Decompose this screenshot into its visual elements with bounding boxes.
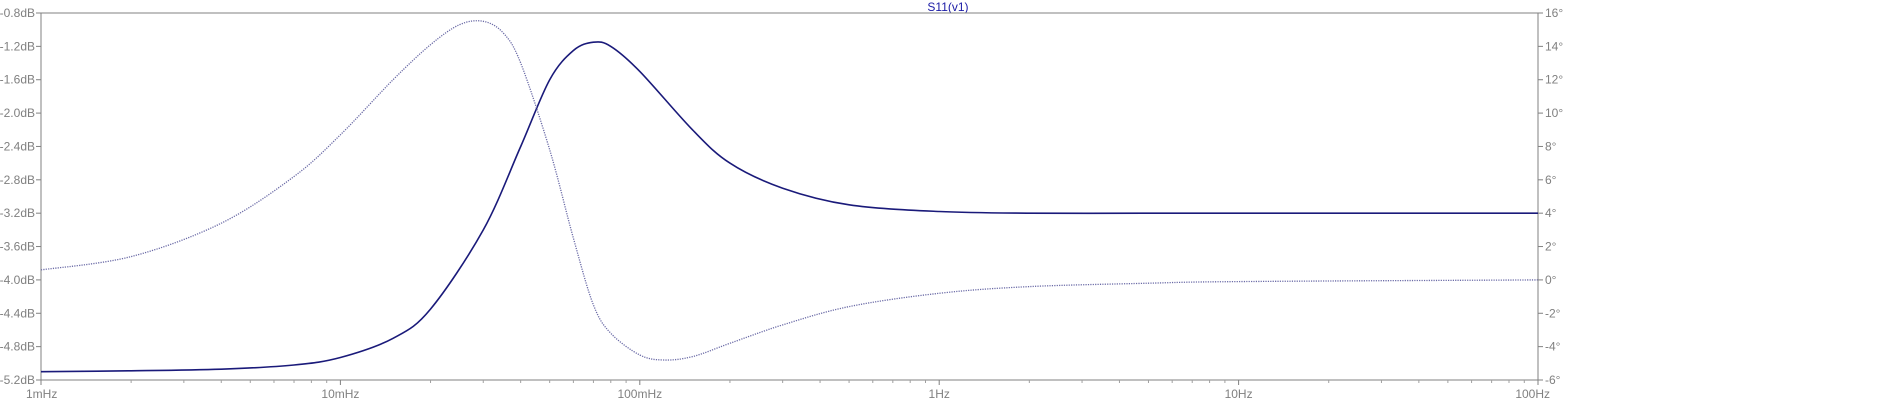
- y-right-tick-label: 8°: [1545, 139, 1557, 153]
- y-left-tick-label: -2.8dB: [0, 173, 35, 187]
- y-left-tick-label: -4.4dB: [0, 306, 35, 320]
- y-right-tick-label: -6°: [1545, 373, 1561, 387]
- x-tick-label: 1mHz: [26, 387, 57, 401]
- y-left-tick-label: -1.2dB: [0, 39, 35, 53]
- x-tick-label: 100mHz: [617, 387, 662, 401]
- y-right-tick-label: -4°: [1545, 340, 1561, 354]
- y-left-tick-label: -4.0dB: [0, 273, 35, 287]
- chart-title: S11(v1): [927, 0, 968, 14]
- series-layer: [40, 20, 1539, 373]
- x-tick-label: 10mHz: [321, 387, 359, 401]
- y-right-tick-label: -2°: [1545, 306, 1561, 320]
- x-axis: 1mHz 10mHz 100mHz 1Hz 10Hz 100Hz: [26, 380, 1550, 401]
- y-right-tick-label: 6°: [1545, 173, 1557, 187]
- y-right-tick-label: 4°: [1545, 206, 1557, 220]
- y-right-tick-label: 0°: [1545, 273, 1557, 287]
- x-tick-label: 10Hz: [1225, 387, 1253, 401]
- y-left-tick-label: -2.4dB: [0, 139, 35, 153]
- y-left-tick-label: -3.6dB: [0, 240, 35, 254]
- y-right-tick-label: 10°: [1545, 106, 1563, 120]
- plot-frame: [40, 12, 1539, 381]
- y-left-tick-label: -3.2dB: [0, 206, 35, 220]
- y-right-tick-label: 14°: [1545, 39, 1563, 53]
- x-tick-label: 100Hz: [1515, 387, 1550, 401]
- y-right-tick-label: 2°: [1545, 240, 1557, 254]
- y-axis-right: 16° 14° 12° 10° 8° 6° 4° 2° 0° -2° -4° -6°: [1538, 6, 1563, 387]
- y-axis-left: -0.8dB -1.2dB -1.6dB -2.0dB -2.4dB -2.8dB -3.2…: [0, 6, 41, 387]
- x-tick-label: 1Hz: [929, 387, 950, 401]
- y-right-tick-label: 16°: [1545, 6, 1563, 20]
- y-left-tick-label: -5.2dB: [0, 373, 35, 387]
- y-right-tick-label: 12°: [1545, 73, 1563, 87]
- y-left-tick-label: -4.8dB: [0, 340, 35, 354]
- y-left-tick-label: -1.6dB: [0, 73, 35, 87]
- magnitude-series-line: [40, 41, 1538, 373]
- y-left-tick-label: -0.8dB: [0, 6, 35, 20]
- y-left-tick-label: -2.0dB: [0, 106, 35, 120]
